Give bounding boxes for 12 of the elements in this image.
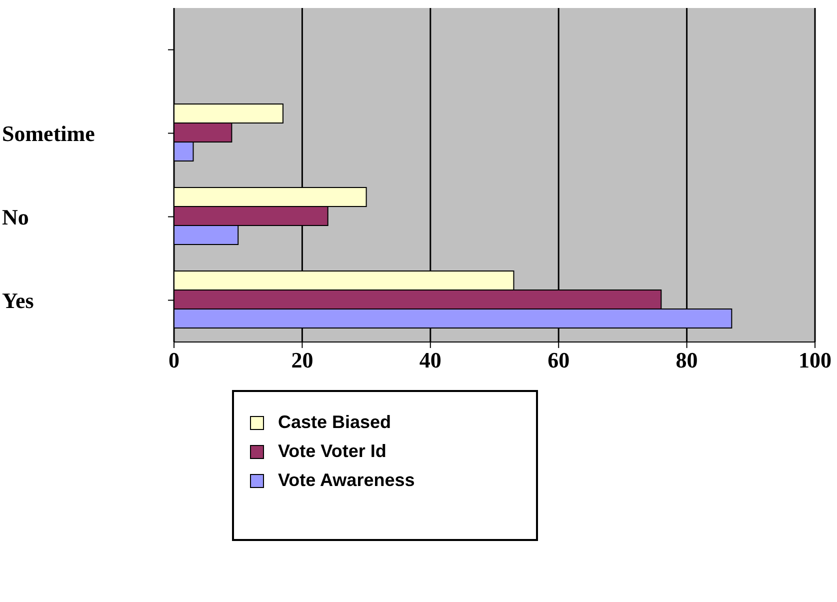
y-tick-label: Yes xyxy=(2,288,34,314)
x-tick-label: 0 xyxy=(168,348,180,373)
y-tick-label: No xyxy=(2,204,29,230)
x-tick-label: 80 xyxy=(676,348,698,373)
x-tick-label: 40 xyxy=(419,348,442,373)
legend-label: Vote Awareness xyxy=(278,470,415,491)
x-tick-label: 20 xyxy=(291,348,314,373)
x-tick-label: 100 xyxy=(798,348,832,373)
legend-label: Vote Voter Id xyxy=(278,441,386,462)
y-tick-label: Sometime xyxy=(2,121,96,146)
legend-label: Caste Biased xyxy=(278,412,392,433)
x-tick-label: 60 xyxy=(548,348,570,373)
